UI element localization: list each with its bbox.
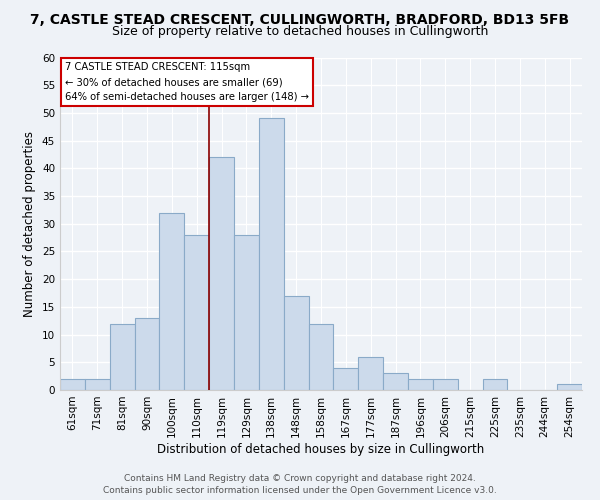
- Bar: [284, 296, 308, 390]
- Text: Size of property relative to detached houses in Cullingworth: Size of property relative to detached ho…: [112, 25, 488, 38]
- Bar: [358, 357, 383, 390]
- Bar: [557, 384, 582, 390]
- Bar: [383, 374, 408, 390]
- X-axis label: Distribution of detached houses by size in Cullingworth: Distribution of detached houses by size …: [157, 442, 485, 456]
- Bar: [184, 235, 209, 390]
- Text: 7, CASTLE STEAD CRESCENT, CULLINGWORTH, BRADFORD, BD13 5FB: 7, CASTLE STEAD CRESCENT, CULLINGWORTH, …: [31, 12, 569, 26]
- Bar: [85, 379, 110, 390]
- Bar: [482, 379, 508, 390]
- Bar: [209, 157, 234, 390]
- Bar: [134, 318, 160, 390]
- Bar: [259, 118, 284, 390]
- Bar: [234, 235, 259, 390]
- Bar: [433, 379, 458, 390]
- Bar: [408, 379, 433, 390]
- Text: Contains HM Land Registry data © Crown copyright and database right 2024.
Contai: Contains HM Land Registry data © Crown c…: [103, 474, 497, 495]
- Y-axis label: Number of detached properties: Number of detached properties: [23, 130, 37, 317]
- Bar: [60, 379, 85, 390]
- Bar: [160, 212, 184, 390]
- Text: 7 CASTLE STEAD CRESCENT: 115sqm
← 30% of detached houses are smaller (69)
64% of: 7 CASTLE STEAD CRESCENT: 115sqm ← 30% of…: [65, 62, 309, 102]
- Bar: [110, 324, 134, 390]
- Bar: [308, 324, 334, 390]
- Bar: [334, 368, 358, 390]
